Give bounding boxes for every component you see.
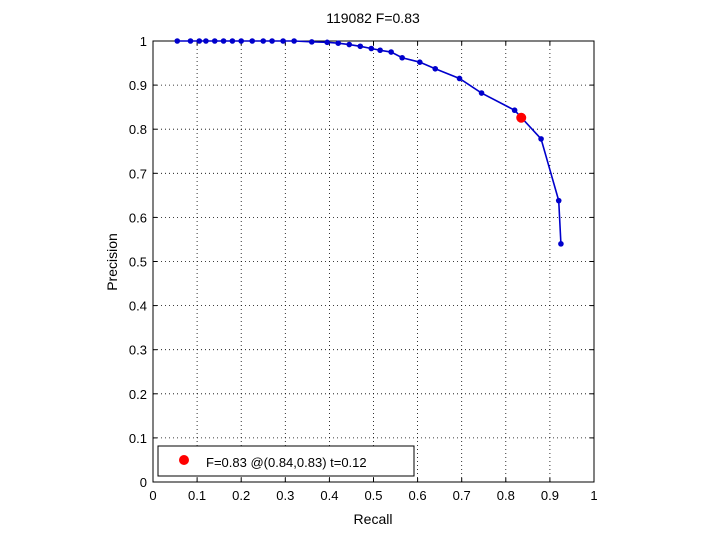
data-point [335, 40, 342, 47]
data-point [346, 41, 353, 48]
data-point [555, 197, 562, 204]
y-tick-label: 0.8 [129, 122, 147, 137]
data-point [203, 38, 209, 44]
y-tick-label: 1 [140, 34, 147, 49]
legend: F=0.83 @(0.84,0.83) t=0.12 [157, 445, 415, 477]
y-tick-labels: 0 0.1 0.2 0.3 0.4 0.5 0.6 0.7 0.8 0.9 1 [129, 34, 147, 490]
grid-lines [153, 41, 594, 482]
data-point [417, 59, 423, 65]
series-group [174, 38, 564, 247]
x-tick-label: 0.2 [232, 488, 250, 503]
y-tick-label: 0.6 [129, 210, 147, 225]
data-point [538, 136, 544, 142]
x-tick-label: 0.5 [364, 488, 382, 503]
data-point [229, 38, 236, 44]
legend-marker [179, 455, 189, 465]
y-tick-label: 0.2 [129, 387, 147, 402]
y-axis-label: Precision [104, 233, 120, 291]
data-point [478, 90, 485, 96]
data-point [388, 49, 394, 55]
data-point [377, 47, 383, 54]
y-tick-label: 0.5 [129, 255, 147, 270]
data-point [291, 38, 297, 44]
best-f-point [516, 112, 527, 123]
x-tick-label: 0 [149, 488, 156, 503]
data-point [399, 54, 405, 61]
data-point [269, 38, 275, 44]
x-tick-label: 1 [590, 488, 597, 503]
y-tick-label: 0.1 [129, 431, 147, 446]
data-point [220, 38, 227, 44]
y-tick-label: 0 [140, 475, 147, 490]
x-tick-label: 0.8 [497, 488, 515, 503]
axes-box [152, 40, 595, 483]
x-tick-label: 0.3 [276, 488, 294, 503]
best-point-group [516, 112, 527, 123]
data-point [558, 241, 564, 247]
data-point [456, 75, 463, 82]
data-point [280, 38, 286, 44]
x-axis-label: Recall [354, 511, 393, 527]
data-point [260, 38, 267, 44]
y-tick-label: 0.7 [129, 166, 147, 181]
data-point [187, 38, 194, 44]
chart-title: 119082 F=0.83 [326, 10, 420, 26]
y-tick-label: 0.3 [129, 343, 147, 358]
x-tick-label: 0.7 [453, 488, 471, 503]
legend-box [157, 445, 415, 477]
data-point [249, 38, 256, 44]
data-point [511, 107, 518, 114]
data-point [432, 65, 439, 72]
data-point [211, 38, 218, 44]
data-point [357, 43, 364, 50]
data-point [238, 38, 244, 44]
data-point [174, 38, 181, 44]
x-tick-label: 0.6 [409, 488, 427, 503]
y-tick-label: 0.9 [129, 78, 147, 93]
x-tick-label: 0.9 [541, 488, 559, 503]
legend-label: F=0.83 @(0.84,0.83) t=0.12 [206, 455, 367, 470]
y-tick-label: 0.4 [129, 299, 147, 314]
data-point [196, 38, 203, 44]
x-tick-labels: 0 0.1 0.2 0.3 0.4 0.5 0.6 0.7 0.8 0.9 1 [149, 488, 597, 503]
data-point [324, 39, 330, 46]
data-point [308, 39, 315, 45]
x-tick-label: 0.4 [320, 488, 338, 503]
data-point [368, 45, 375, 52]
x-tick-label: 0.1 [188, 488, 206, 503]
